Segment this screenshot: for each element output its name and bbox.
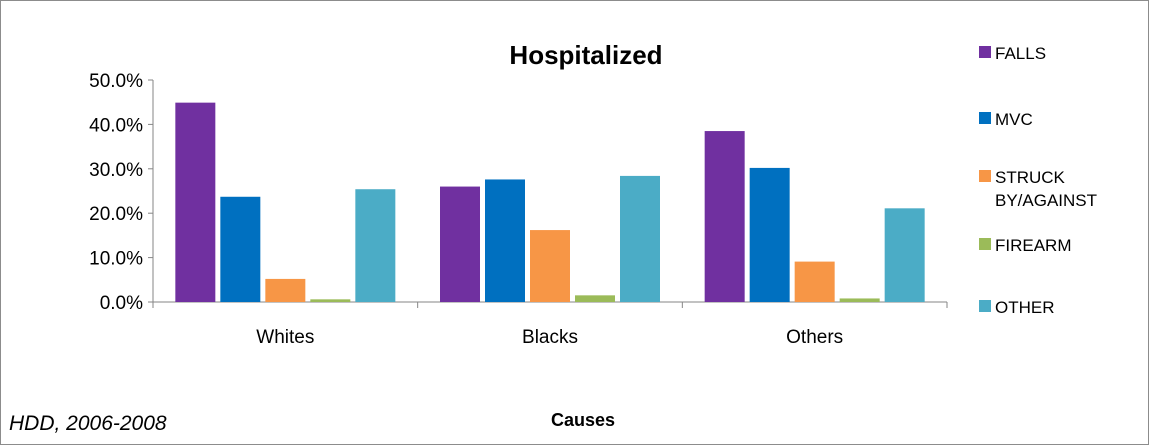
legend-label: FIREARM <box>995 236 1072 255</box>
x-category-label: Blacks <box>522 327 578 348</box>
bar <box>485 179 525 302</box>
legend-label: STRUCK BY/AGAINST <box>995 168 1097 210</box>
legend-swatch <box>979 46 991 58</box>
bar <box>310 299 351 302</box>
bar <box>220 196 261 302</box>
bar <box>175 102 216 302</box>
bar <box>884 208 925 302</box>
bar <box>620 175 660 302</box>
y-axis: 0.0% 10.0% 20.0% 30.0% 40.0% 50.0% <box>89 71 154 314</box>
x-category-label: Others <box>786 327 843 348</box>
bar <box>839 298 880 302</box>
bar <box>355 189 396 302</box>
legend-swatch <box>979 238 991 250</box>
bars <box>175 102 925 302</box>
y-tick-label: 30.0% <box>89 160 143 181</box>
legend: FALLS MVC STRUCK BY/AGAINST FIREARM OTHER <box>979 44 1097 317</box>
source-note: HDD, 2006-2008 <box>9 412 167 435</box>
legend-label: OTHER <box>995 298 1055 317</box>
x-axis: Whites Blacks Others <box>152 301 948 348</box>
bar <box>440 186 480 302</box>
bar <box>794 261 835 302</box>
bar <box>530 230 570 302</box>
x-category-label: Whites <box>256 327 314 348</box>
y-tick-label: 50.0% <box>89 71 143 92</box>
y-tick-label: 0.0% <box>100 293 143 314</box>
x-axis-label: Causes <box>551 410 615 430</box>
y-tick-label: 10.0% <box>89 249 143 270</box>
legend-swatch <box>979 300 991 312</box>
chart-title: Hospitalized <box>509 40 662 70</box>
bar <box>704 131 745 302</box>
y-tick-label: 40.0% <box>89 115 143 136</box>
legend-swatch <box>979 170 991 182</box>
legend-label: MVC <box>995 110 1033 129</box>
y-tick-label: 20.0% <box>89 204 143 225</box>
legend-label: FALLS <box>995 44 1046 63</box>
bar <box>749 167 790 302</box>
legend-swatch <box>979 112 991 124</box>
bar <box>265 278 306 302</box>
bar <box>575 295 615 302</box>
